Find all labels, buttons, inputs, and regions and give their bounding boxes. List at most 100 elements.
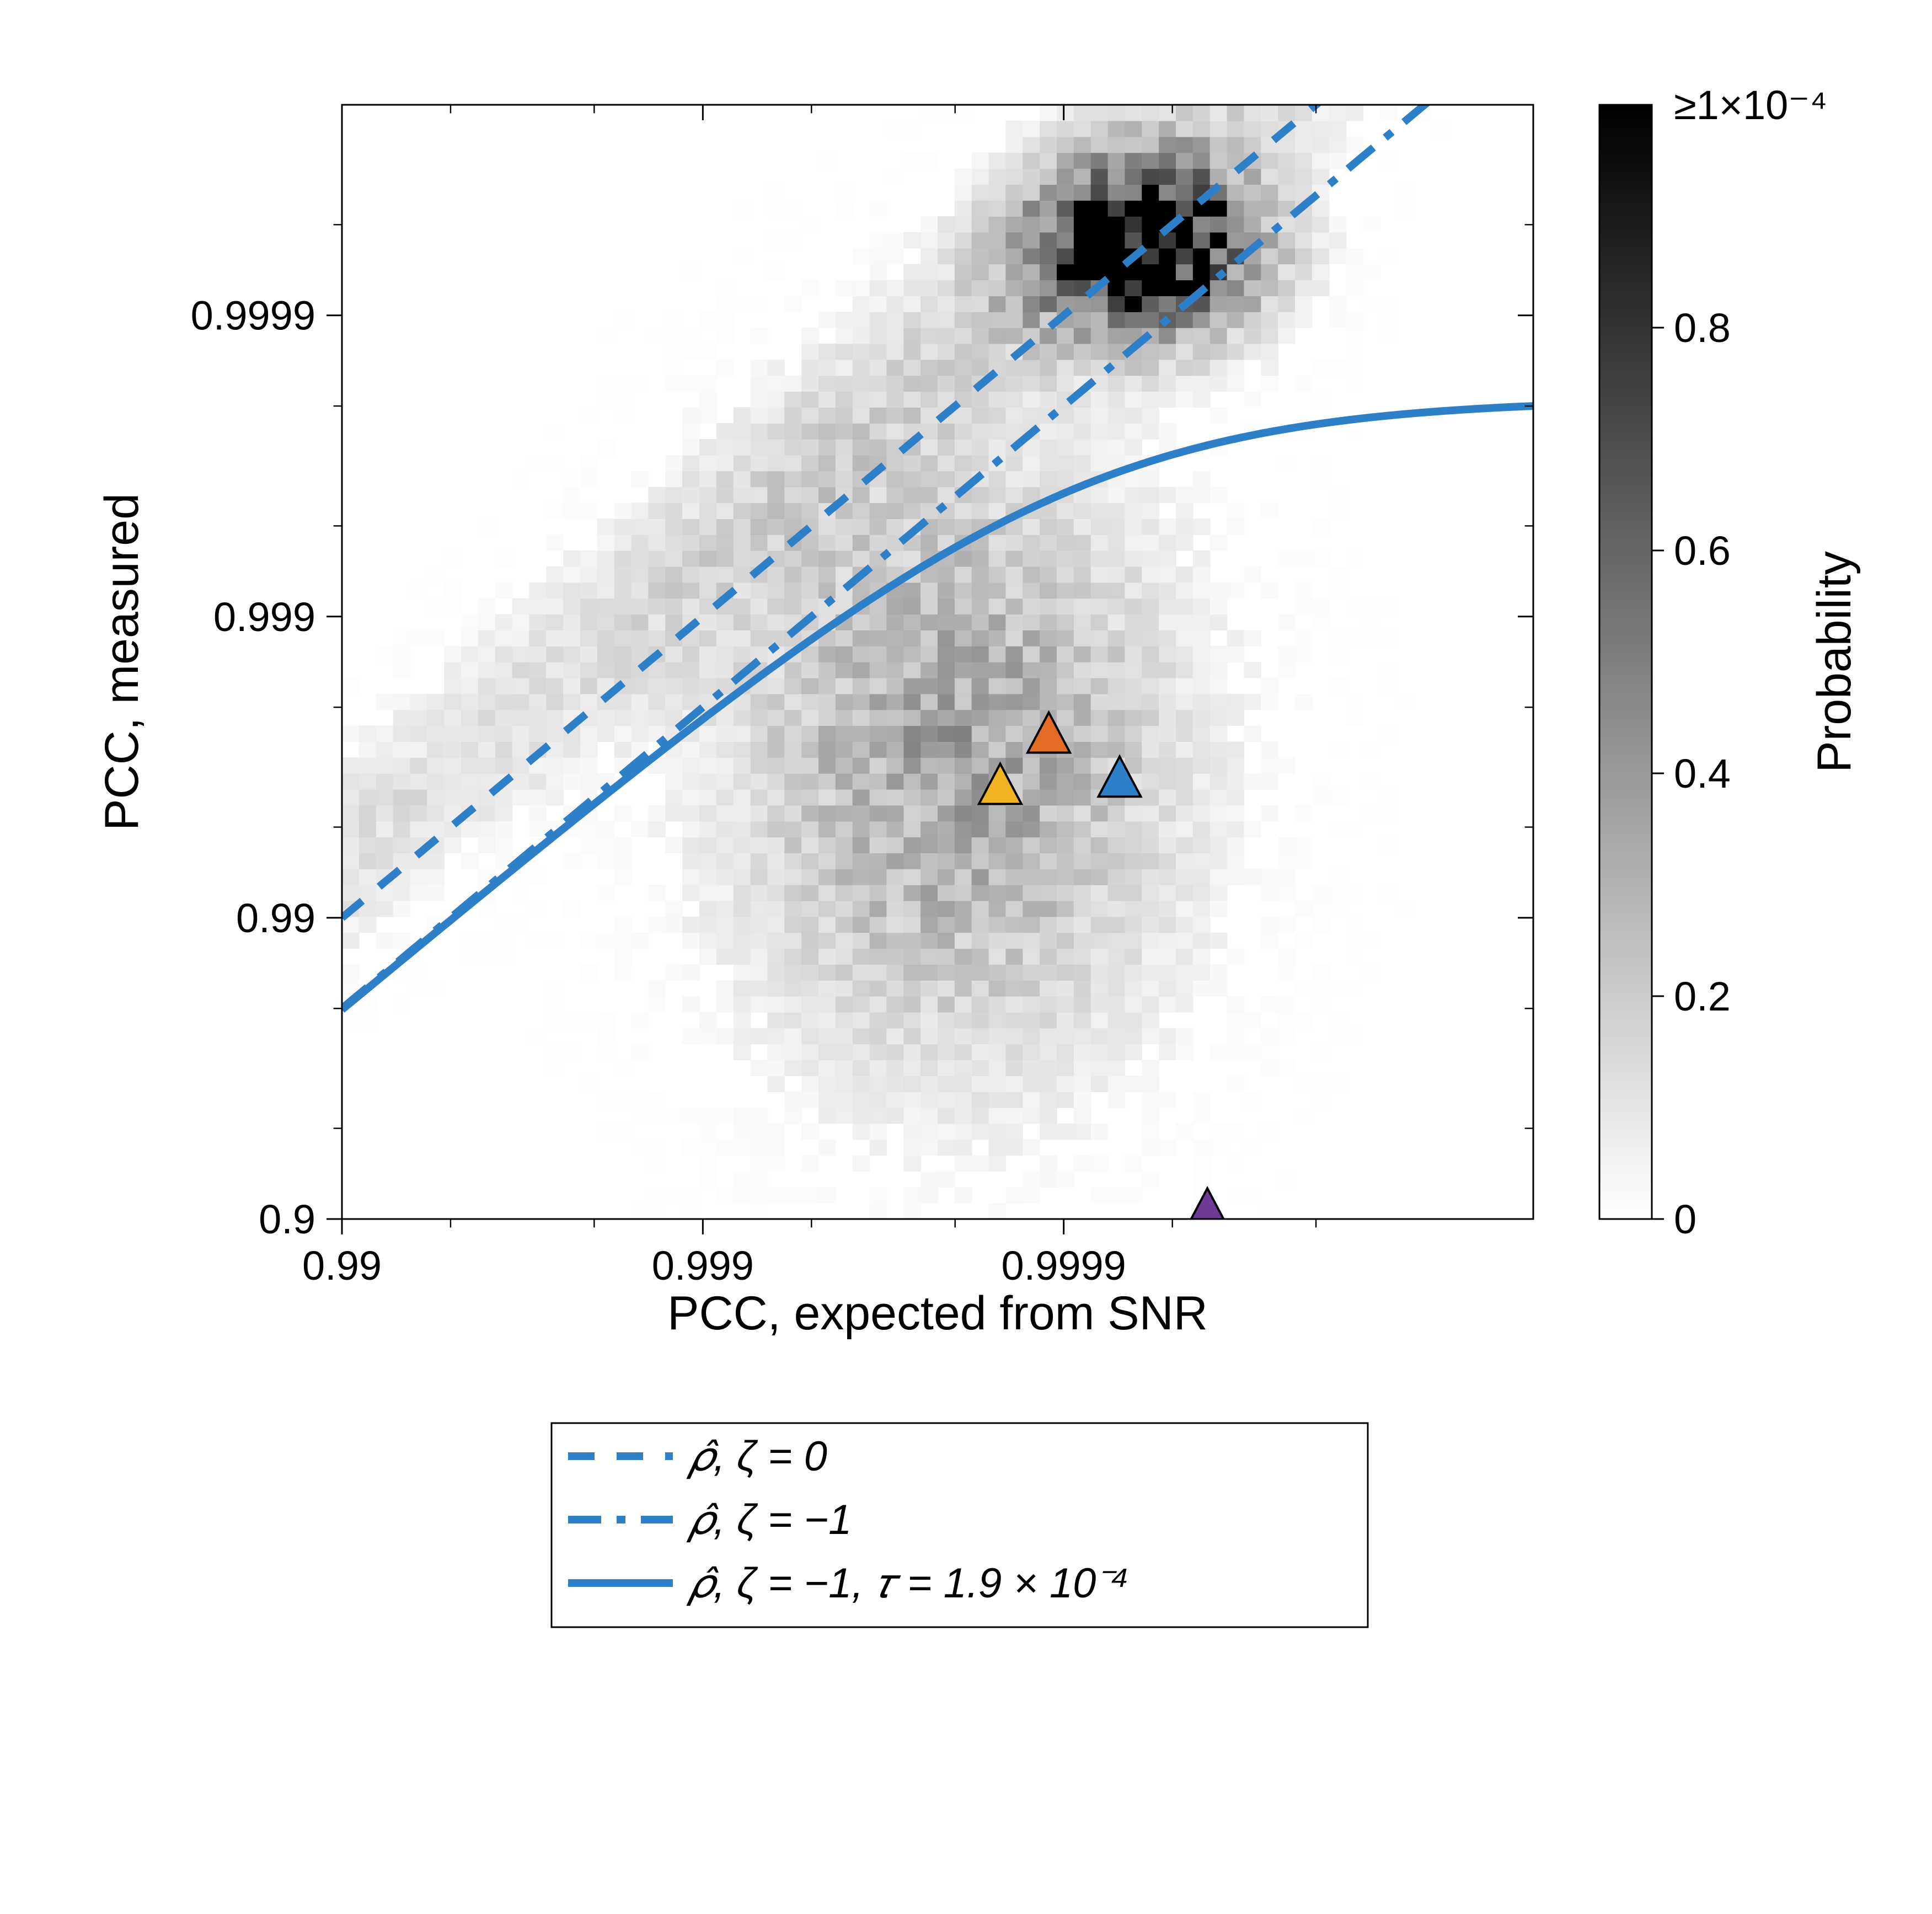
heatmap-cell: [784, 200, 802, 217]
heatmap-cell: [1244, 296, 1261, 312]
heatmap-cell: [1380, 1156, 1398, 1172]
heatmap-cell: [1108, 121, 1126, 137]
heatmap-cell: [495, 980, 513, 997]
heatmap-cell: [1448, 360, 1466, 376]
heatmap-cell: [1346, 344, 1364, 360]
heatmap-cell: [818, 917, 836, 933]
heatmap-cell: [393, 248, 411, 265]
heatmap-cell: [1125, 980, 1142, 997]
heatmap-cell: [427, 439, 445, 456]
heatmap-cell: [1346, 1203, 1364, 1220]
heatmap-cell: [1465, 264, 1483, 281]
heatmap-cell: [1023, 980, 1040, 997]
heatmap-cell: [1005, 582, 1023, 599]
heatmap-cell: [1244, 216, 1261, 233]
heatmap-cell: [1005, 200, 1023, 217]
heatmap-cell: [665, 518, 683, 535]
heatmap-cell: [920, 296, 938, 312]
heatmap-cell: [1108, 502, 1126, 519]
heatmap-cell: [614, 805, 632, 822]
heatmap-cell: [716, 280, 734, 296]
heatmap-cell: [836, 948, 853, 965]
heatmap-cell: [1193, 121, 1211, 137]
heatmap-cell: [1108, 344, 1126, 360]
heatmap-cell: [1057, 344, 1074, 360]
heatmap-cell: [1108, 1076, 1126, 1092]
heatmap-cell: [1261, 1060, 1278, 1076]
heatmap-cell: [1261, 694, 1278, 710]
heatmap-cell: [597, 630, 615, 646]
heatmap-cell: [1091, 694, 1109, 710]
heatmap-cell: [1023, 773, 1040, 790]
heatmap-cell: [972, 168, 989, 185]
heatmap-cell: [1005, 598, 1023, 615]
heatmap-cell: [903, 487, 921, 504]
heatmap-cell: [699, 773, 717, 790]
heatmap-cell: [767, 821, 785, 838]
heatmap-cell: [682, 376, 700, 392]
heatmap-cell: [955, 200, 972, 217]
heatmap-cell: [1091, 184, 1109, 201]
heatmap-cell: [1074, 550, 1091, 567]
heatmap-cell: [1125, 901, 1142, 917]
heatmap-cell: [1244, 328, 1261, 344]
heatmap-cell: [1023, 216, 1040, 233]
heatmap-cell: [1005, 391, 1023, 408]
heatmap-cell: [1023, 455, 1040, 472]
heatmap-cell: [853, 1124, 870, 1140]
heatmap-cell: [1329, 248, 1347, 265]
heatmap-cell: [751, 423, 768, 440]
heatmap-cell: [461, 646, 479, 662]
heatmap-cell: [1005, 264, 1023, 281]
heatmap-cell: [972, 885, 989, 901]
heatmap-cell: [1329, 121, 1347, 137]
heatmap-cell: [853, 933, 870, 949]
heatmap-cell: [1125, 741, 1142, 758]
heatmap-cell: [1193, 885, 1211, 901]
heatmap-cell: [1091, 200, 1109, 217]
heatmap-cell: [1295, 153, 1313, 169]
heatmap-cell: [734, 725, 751, 742]
heatmap-cell: [972, 725, 989, 742]
heatmap-cell: [818, 964, 836, 981]
heatmap-cell: [1516, 901, 1534, 917]
heatmap-cell: [648, 1156, 666, 1172]
heatmap-cell: [376, 1203, 394, 1220]
heatmap-cell: [699, 200, 717, 217]
heatmap-cell: [836, 360, 853, 376]
heatmap-cell: [563, 1044, 581, 1061]
heatmap-cell: [1023, 1044, 1040, 1061]
heatmap-cell: [1210, 662, 1228, 678]
heatmap-cell: [1414, 184, 1432, 201]
heatmap-cell: [597, 168, 615, 185]
heatmap-cell: [989, 1156, 1007, 1172]
heatmap-cell: [376, 741, 394, 758]
heatmap-cell: [512, 678, 530, 694]
heatmap-cell: [1227, 582, 1245, 599]
heatmap-cell: [1040, 455, 1057, 472]
heatmap-cell: [1516, 646, 1534, 662]
heatmap-cell: [1023, 821, 1040, 838]
heatmap-cell: [359, 153, 377, 169]
heatmap-cell: [478, 1060, 496, 1076]
heatmap-cell: [1159, 360, 1176, 376]
heatmap-cell: [529, 789, 547, 806]
heatmap-cell: [665, 662, 683, 678]
heatmap-cell: [1005, 646, 1023, 662]
heatmap-cell: [1244, 168, 1261, 185]
heatmap-cell: [1244, 137, 1261, 153]
heatmap-cell: [1227, 328, 1245, 344]
heatmap-cell: [1448, 980, 1466, 997]
heatmap-cell: [393, 1140, 411, 1156]
heatmap-cell: [444, 1060, 462, 1076]
heatmap-cell: [853, 996, 870, 1013]
heatmap-cell: [699, 837, 717, 853]
heatmap-cell: [410, 980, 427, 997]
heatmap-cell: [478, 439, 496, 456]
heatmap-cell: [1482, 582, 1500, 599]
heatmap-cell: [1312, 232, 1330, 249]
heatmap-cell: [376, 1140, 394, 1156]
heatmap-cell: [1295, 582, 1313, 599]
heatmap-cell: [699, 598, 717, 615]
colorbar-tick-label: 0.2: [1674, 974, 1731, 1019]
